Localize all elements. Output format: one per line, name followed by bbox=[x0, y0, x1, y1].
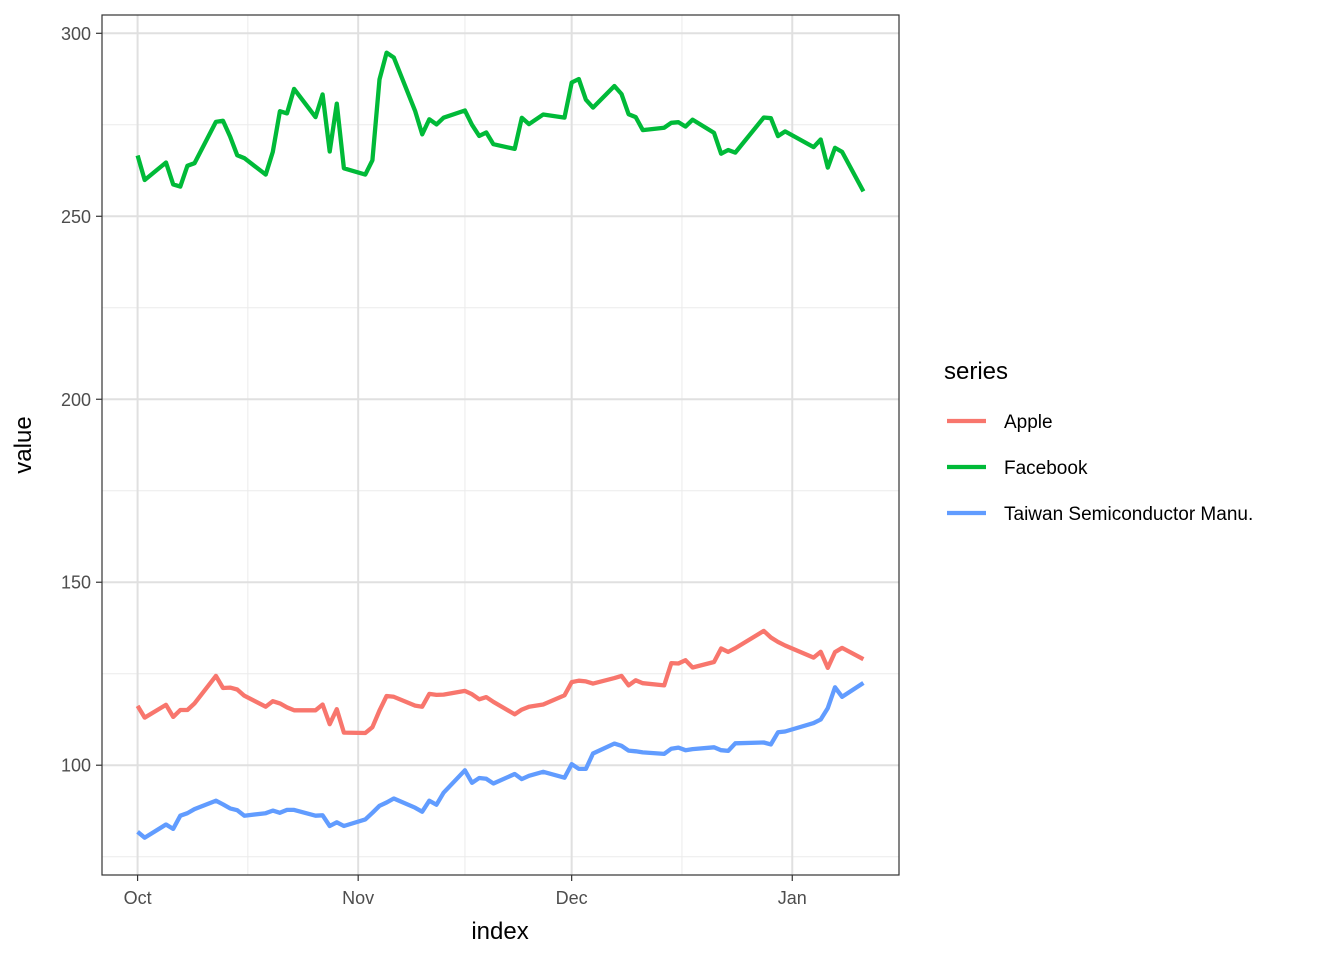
major-gridlines bbox=[102, 15, 899, 875]
x-tick-label: Nov bbox=[342, 888, 374, 908]
series-line-taiwan-semiconductor-manu bbox=[136, 681, 865, 840]
legend: series Apple Facebook Taiwan Semiconductor… bbox=[944, 358, 1253, 525]
y-axis: 100 150 200 250 300 bbox=[61, 24, 102, 776]
plot-panel bbox=[102, 15, 899, 875]
plot-border bbox=[101, 14, 900, 876]
x-axis-title: index bbox=[471, 918, 528, 945]
series-line-apple bbox=[135, 628, 865, 736]
x-tick-label: Oct bbox=[124, 888, 152, 908]
y-tick-label: 150 bbox=[61, 573, 91, 593]
y-tick-label: 300 bbox=[61, 24, 91, 44]
series-line-facebook bbox=[135, 50, 866, 193]
y-tick-label: 200 bbox=[61, 390, 91, 410]
x-tick-label: Jan bbox=[778, 888, 807, 908]
legend-label: Apple bbox=[1004, 412, 1053, 433]
series-lines bbox=[135, 50, 866, 840]
x-axis: Oct Nov Dec Jan bbox=[124, 875, 807, 908]
legend-title: series bbox=[944, 358, 1008, 385]
x-tick-label: Dec bbox=[556, 888, 588, 908]
y-axis-title: value bbox=[10, 416, 37, 473]
y-tick-label: 100 bbox=[61, 756, 91, 776]
legend-label: Facebook bbox=[1004, 458, 1088, 479]
y-tick-label: 250 bbox=[61, 207, 91, 227]
legend-label: Taiwan Semiconductor Manu. bbox=[1004, 504, 1253, 525]
